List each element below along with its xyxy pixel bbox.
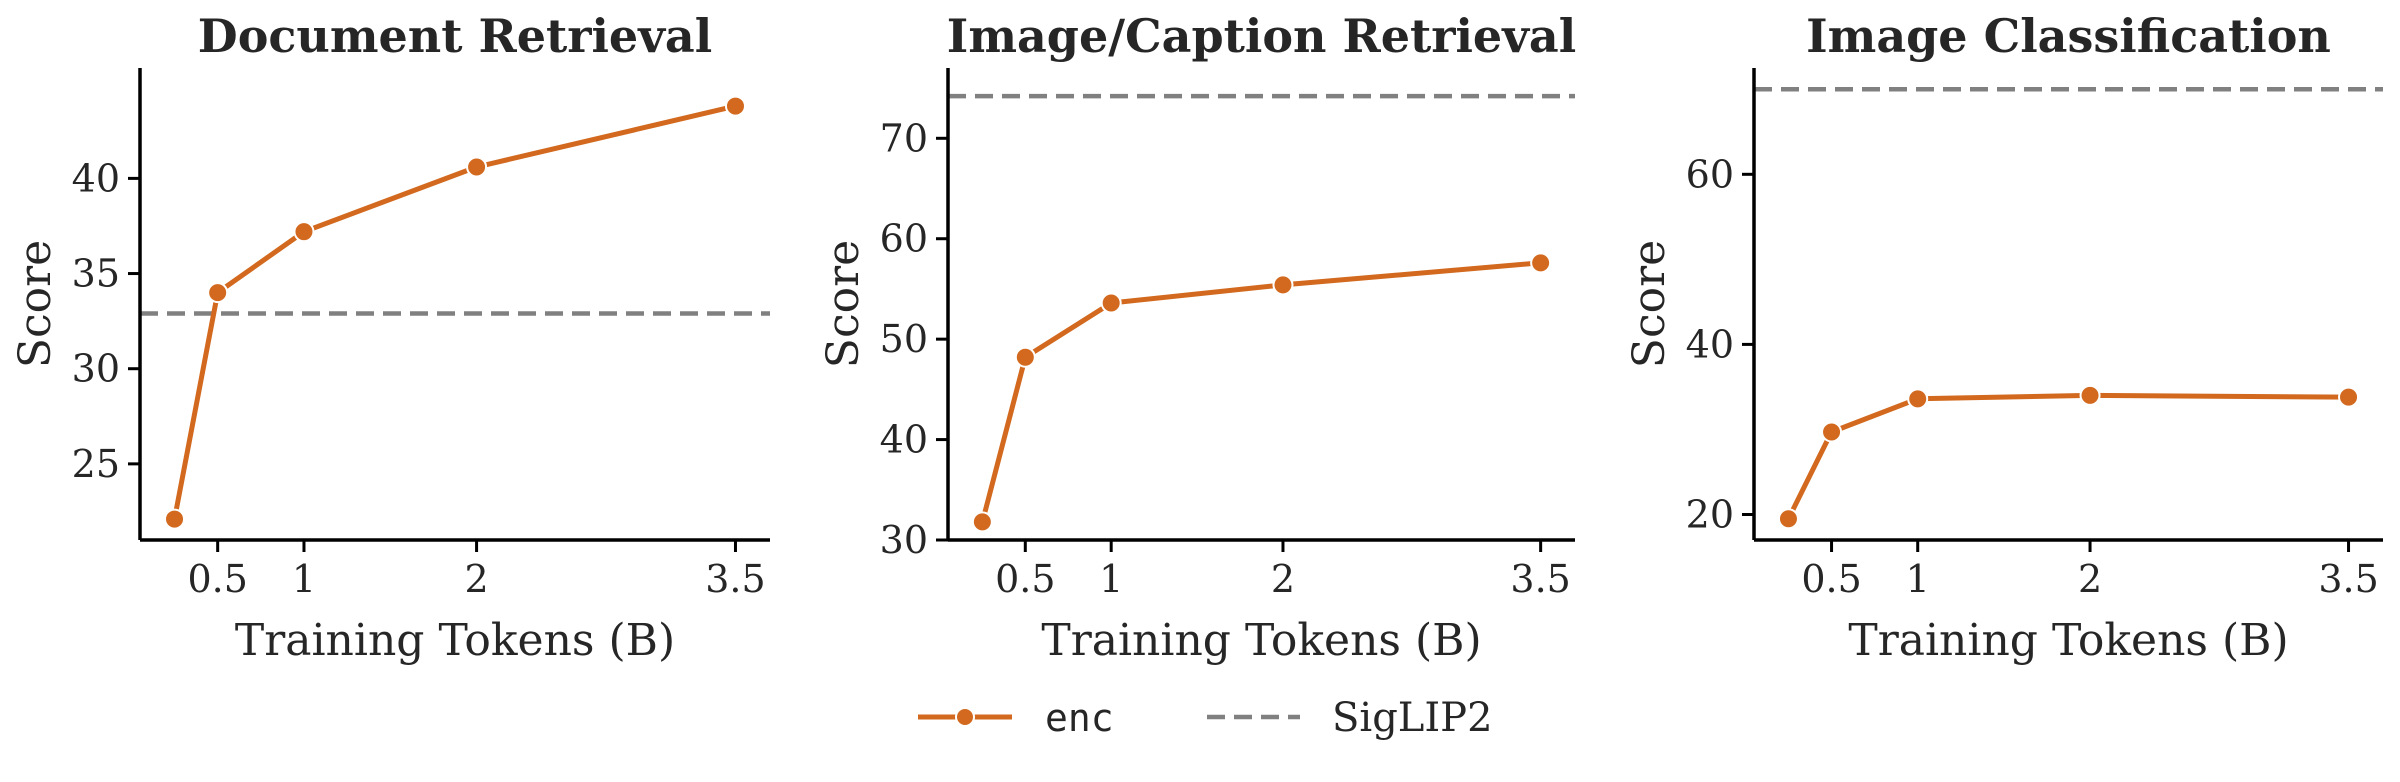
data-point-enc: [164, 508, 186, 530]
data-point-enc: [1530, 252, 1552, 274]
x-tick-label: 2: [464, 557, 488, 601]
x-axis-label: Training Tokens (B): [1848, 615, 2288, 666]
x-tick-label: 1: [1099, 557, 1123, 601]
series-line-enc: [979, 260, 1541, 523]
legend-enc-label: enc: [1045, 696, 1114, 740]
chart-title: Document Retrieval: [198, 9, 712, 63]
data-point-enc: [2338, 386, 2360, 408]
x-axis-label: Training Tokens (B): [235, 615, 675, 666]
y-tick-label: 30: [72, 347, 120, 391]
x-tick-label: 3.5: [1510, 557, 1570, 601]
data-point-enc: [466, 156, 488, 178]
chart-panel-1: Document Retrieval 25 30 35 40 0.5 1 2 3.5 Traini…: [10, 9, 770, 666]
data-point-enc: [1272, 274, 1294, 296]
y-tick-label: 20: [1686, 492, 1734, 536]
data-point-enc: [1821, 421, 1843, 443]
chart-panel-2: Image/Caption Retrieval 30 40 50 60 70 0.5 1 2 3.…: [818, 9, 1576, 666]
data-point-enc: [1014, 346, 1036, 368]
y-tick-label: 30: [880, 518, 928, 562]
chart-title: Image/Caption Retrieval: [947, 9, 1576, 63]
data-point-enc: [293, 221, 315, 243]
chart-panel-3: Image Classification 20 40 60 0.5 1 2 3.5 Traini…: [1624, 9, 2383, 666]
y-tick-label: 35: [72, 252, 120, 296]
y-tick-label: 60: [1686, 152, 1734, 196]
y-tick-label: 40: [72, 156, 120, 200]
data-point-enc: [1100, 292, 1122, 314]
x-tick-label: 0.5: [187, 557, 247, 601]
x-axis-label: Training Tokens (B): [1041, 615, 1481, 666]
x-tick-label: 2: [2078, 557, 2102, 601]
legend: enc SigLIP2: [918, 695, 1493, 741]
y-tick-label: 40: [1686, 322, 1734, 366]
series-line-enc: [1786, 392, 2349, 520]
y-tick-label: 70: [880, 116, 928, 160]
data-point-enc: [724, 95, 746, 117]
y-tick-label: 50: [880, 317, 928, 361]
y-axis-label: Score: [818, 240, 869, 368]
chart-title: Image Classification: [1806, 9, 2331, 63]
y-tick-label: 25: [72, 442, 120, 486]
y-tick-label: 40: [880, 418, 928, 462]
data-point-enc: [2079, 384, 2101, 406]
x-tick-label: 3.5: [2318, 557, 2378, 601]
x-tick-label: 1: [1906, 557, 1930, 601]
data-point-enc: [207, 282, 229, 304]
legend-baseline-label: SigLIP2: [1332, 695, 1493, 741]
y-axis-label: Score: [1624, 240, 1675, 368]
x-tick-label: 1: [292, 557, 316, 601]
data-point-enc: [971, 511, 993, 533]
y-tick-label: 60: [880, 217, 928, 261]
panels: Document Retrieval 25 30 35 40 0.5 1 2 3.5 Traini…: [10, 9, 2383, 666]
x-tick-label: 0.5: [995, 557, 1055, 601]
data-point-enc: [1777, 508, 1799, 530]
x-tick-label: 0.5: [1801, 557, 1861, 601]
legend-enc-marker: [955, 707, 975, 727]
x-tick-label: 2: [1271, 557, 1295, 601]
data-point-enc: [1907, 388, 1929, 410]
x-tick-label: 3.5: [705, 557, 765, 601]
y-axis-label: Score: [10, 240, 61, 368]
